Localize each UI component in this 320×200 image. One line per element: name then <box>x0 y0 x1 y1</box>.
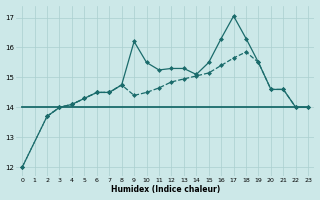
X-axis label: Humidex (Indice chaleur): Humidex (Indice chaleur) <box>111 185 220 194</box>
